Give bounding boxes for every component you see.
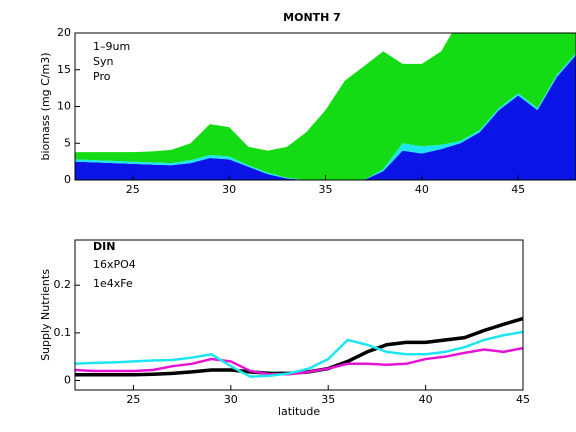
x-tick-label: 35 <box>319 183 333 196</box>
x-tick-label: 30 <box>222 183 236 196</box>
line <box>74 346 524 376</box>
line <box>75 316 524 377</box>
plot-area <box>74 316 524 378</box>
y-axis-label: biomass (mg C/m3) <box>39 52 52 160</box>
x-tick-label: 30 <box>224 393 238 406</box>
area <box>75 55 576 180</box>
x-tick-label: 35 <box>321 393 335 406</box>
y-axis-label: Supply Nutrients <box>39 269 52 361</box>
area <box>75 33 576 180</box>
x-tick-label: 45 <box>516 393 530 406</box>
legend-entry: Pro <box>93 70 111 83</box>
legend-entry: 16xPO4 <box>93 258 136 271</box>
x-tick-label: 40 <box>415 183 429 196</box>
x-tick-label: 25 <box>126 183 140 196</box>
x-axis-label: latitude <box>278 405 320 418</box>
x-tick-label: 25 <box>126 393 140 406</box>
y-tick-label: 0.2 <box>54 278 72 291</box>
line <box>74 330 524 378</box>
y-tick-label: 20 <box>57 26 71 39</box>
chart-title: MONTH 7 <box>283 11 341 24</box>
plot-area <box>75 33 576 180</box>
y-tick-label: 0.1 <box>54 326 72 339</box>
y-tick-label: 5 <box>64 136 71 149</box>
axes-box <box>74 239 524 391</box>
x-tick-label: 45 <box>511 183 525 196</box>
y-tick-label: 10 <box>57 100 71 113</box>
y-tick-label: 0 <box>64 373 71 386</box>
y-tick-label: 15 <box>57 63 71 76</box>
x-tick-label: 40 <box>419 393 433 406</box>
legend-entry: 1e4xFe <box>93 277 133 290</box>
legend-entry: Syn <box>93 55 113 68</box>
y-tick-label: 0 <box>64 173 71 186</box>
legend-entry: 1–9um <box>93 40 130 53</box>
legend-entry: DIN <box>93 240 115 253</box>
